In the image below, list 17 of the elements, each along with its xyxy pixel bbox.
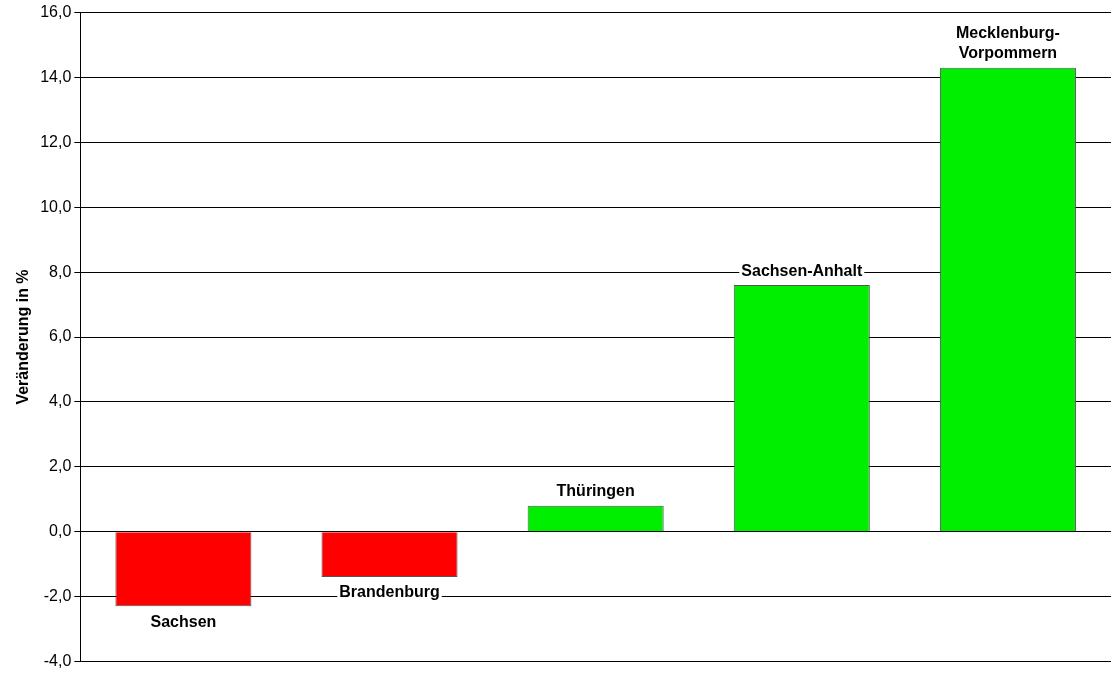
y-tick-label: 12,0 [40,132,72,150]
y-tick-label: 10,0 [40,197,72,215]
y-tick-label: 14,0 [40,67,72,85]
y-tick-label: 0,0 [49,522,72,540]
y-tick-label: 6,0 [49,327,72,345]
y-tick-label: 8,0 [49,262,72,280]
x-tick-label: Brandenburg [339,583,440,601]
x-tick-label: Thüringen [556,482,635,500]
y-tick-label: 16,0 [40,3,72,21]
y-axis-title: Veränderung in % [14,269,32,405]
x-tick-label: Sachsen [150,612,217,630]
y-tick-label: -2,0 [43,586,72,604]
x-tick-label: Mecklenburg-Vorpommern [955,24,1060,62]
x-tick-label: Sachsen-Anhalt [741,261,863,279]
y-tick-label: 4,0 [49,392,72,410]
y-tick-label: -4,0 [43,651,72,669]
y-tick-label: 2,0 [49,457,72,475]
